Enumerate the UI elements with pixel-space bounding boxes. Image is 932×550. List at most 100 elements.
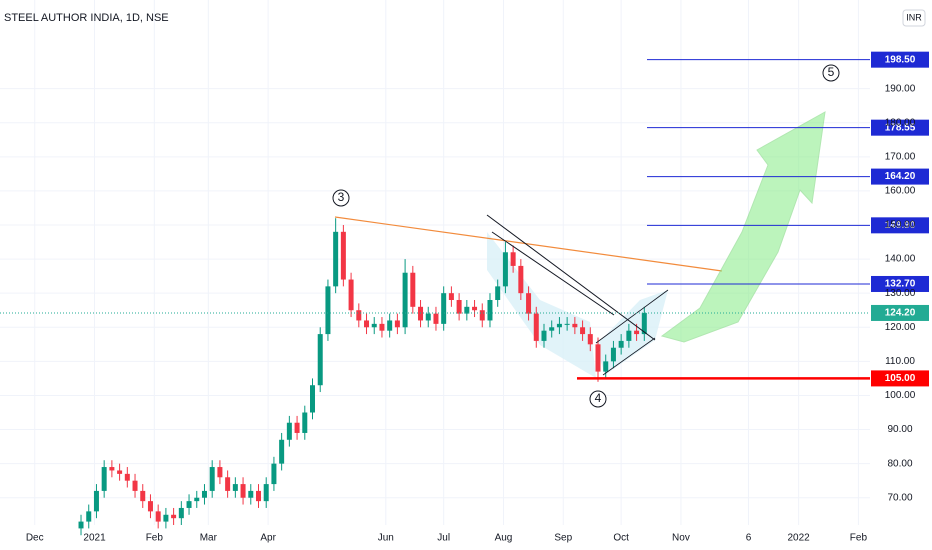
candle-body	[433, 313, 439, 324]
candle-body	[502, 252, 508, 287]
candle-body	[232, 484, 238, 491]
candle-body	[626, 330, 632, 341]
currency-label: INR	[906, 12, 922, 22]
wave-marker	[589, 390, 607, 408]
candle-body	[317, 334, 323, 386]
price-tag-label: 149.90	[885, 220, 916, 231]
candle-body	[333, 231, 339, 287]
candle-body	[217, 467, 223, 478]
candle-body	[441, 293, 447, 324]
price-tag	[871, 275, 929, 292]
x-tick-label: Oct	[613, 533, 629, 544]
candle-body	[634, 330, 640, 335]
candle-body	[603, 361, 609, 372]
y-tick-label: 160.00	[885, 186, 916, 197]
candle-body	[117, 470, 123, 474]
candle-body	[302, 412, 308, 433]
pattern-shade	[487, 232, 596, 378]
candles	[78, 218, 647, 536]
y-tick-label: 180.00	[885, 117, 916, 128]
y-tick-label: 80.00	[887, 458, 912, 469]
wedge-line	[486, 214, 656, 341]
price-tag	[871, 168, 929, 185]
candle-body	[487, 300, 493, 321]
candle-body	[533, 313, 539, 341]
candle-body	[124, 473, 130, 481]
candle-body	[456, 300, 462, 314]
candle-body	[194, 497, 200, 502]
trend-line	[334, 216, 723, 272]
price-tag	[871, 304, 929, 321]
candle-body	[425, 313, 431, 321]
y-tick-label: 70.00	[887, 492, 912, 503]
x-tick-label: Dec	[26, 533, 44, 544]
candle-body	[240, 484, 246, 498]
x-tick-label: Feb	[146, 533, 164, 544]
channel-line	[595, 289, 669, 344]
candle-body	[263, 484, 269, 502]
wave-marker	[332, 189, 350, 207]
wave-label: 4	[595, 391, 602, 405]
channel-line	[602, 337, 656, 376]
candle-body	[564, 323, 570, 325]
y-tick-label: 120.00	[885, 322, 916, 333]
candle-body	[518, 265, 524, 294]
price-tag-label: 124.20	[885, 308, 916, 319]
y-tick-label: 110.00	[885, 356, 915, 367]
candle-body	[201, 490, 207, 498]
candle-body	[549, 327, 555, 331]
y-tick-label: 190.00	[885, 83, 916, 94]
levels: 198.50 178.55 164.20 149.90 132.70 105.00 124.…	[0, 51, 929, 387]
candle-body	[348, 279, 354, 311]
candle-body	[147, 501, 153, 512]
candle-body	[225, 477, 231, 491]
candle-body	[448, 293, 454, 300]
candle-body	[595, 344, 601, 372]
price-tag-label: 178.55	[885, 122, 916, 133]
candle-body	[86, 511, 92, 522]
x-tick-label: 6	[746, 533, 752, 544]
axes: 70.0080.0090.00100.00110.00120.00130.001…	[26, 83, 916, 543]
projection-arrow	[660, 111, 826, 343]
chart-title: STEEL AUTHOR INDIA, 1D, NSE	[4, 12, 169, 24]
candle-body	[132, 480, 138, 491]
candle-body	[387, 320, 393, 331]
candle-body	[641, 312, 647, 335]
y-tick-label: 140.00	[885, 254, 916, 265]
candle-body	[78, 521, 84, 529]
candle-body	[340, 231, 346, 280]
price-tag	[871, 217, 929, 234]
y-tick-label: 170.00	[885, 151, 916, 162]
wave-marker	[822, 64, 840, 82]
candle-body	[271, 463, 277, 485]
candle-body	[510, 252, 516, 266]
x-tick-label: Sep	[554, 533, 572, 544]
candle-body	[294, 422, 300, 433]
candle-body	[587, 334, 593, 345]
candle-body	[101, 467, 107, 491]
x-tick-label: 2022	[788, 533, 811, 544]
price-tag-label: 198.50	[885, 54, 916, 65]
x-tick-label: Jun	[378, 533, 394, 544]
candle-body	[464, 306, 470, 314]
x-tick-label: Apr	[260, 533, 276, 544]
price-tag-label: 164.20	[885, 171, 916, 182]
candle-body	[572, 323, 578, 328]
y-tick-label: 150.00	[885, 220, 916, 231]
x-tick-label: Nov	[672, 533, 690, 544]
candle-body	[325, 286, 331, 335]
candle-body	[402, 272, 408, 328]
candle-body	[479, 310, 485, 321]
x-tick-label: 2021	[83, 533, 106, 544]
candle-body	[379, 323, 385, 331]
candle-body	[310, 385, 316, 413]
price-tag	[871, 51, 929, 68]
y-tick-label: 90.00	[887, 424, 912, 435]
candle-body	[556, 323, 562, 328]
candle-body	[186, 501, 192, 508]
price-tag-label: 132.70	[885, 279, 916, 290]
candle-body	[495, 286, 501, 300]
candle-body	[286, 422, 292, 440]
